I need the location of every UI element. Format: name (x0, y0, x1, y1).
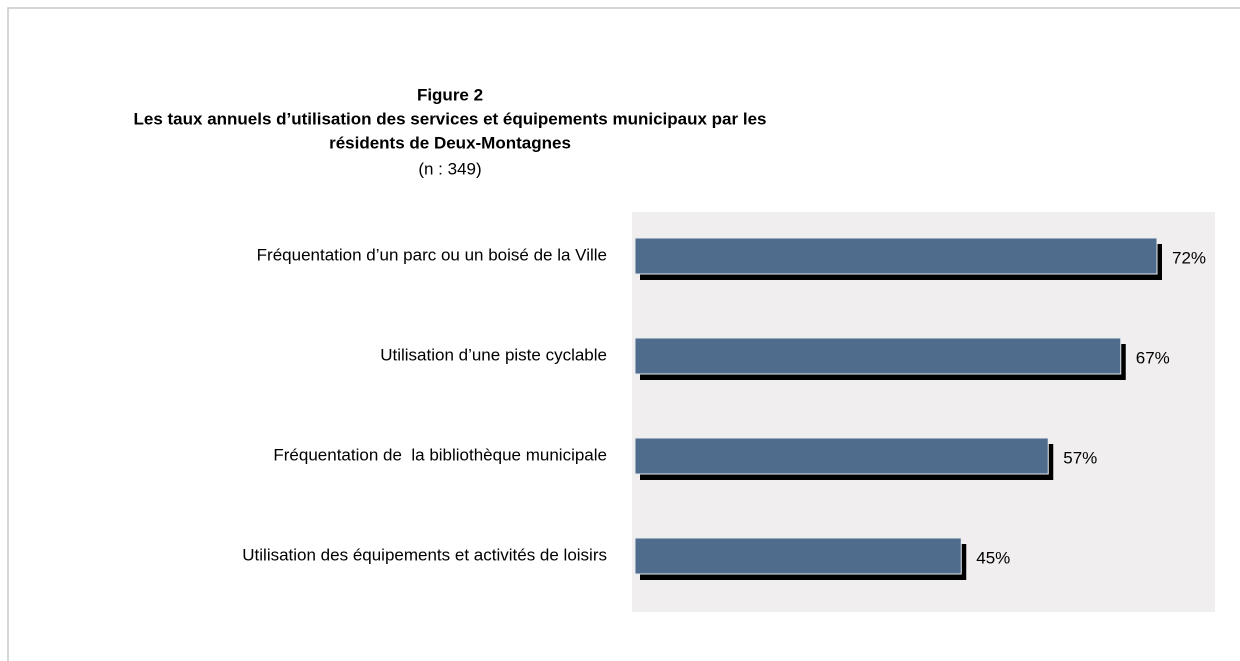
bar (634, 237, 1158, 275)
category-label: Utilisation d’une piste cyclable (380, 345, 607, 364)
bar (634, 537, 962, 575)
category-label: Utilisation des équipements et activités… (242, 545, 607, 564)
chart-title: Figure 2 (417, 85, 483, 104)
frame (7, 7, 1240, 661)
value-label: 57% (1063, 448, 1097, 467)
chart-title: résidents de Deux-Montagnes (329, 133, 571, 152)
bar (634, 337, 1122, 375)
category-label: Fréquentation de la bibliothèque municip… (273, 445, 607, 464)
value-label: 45% (976, 548, 1010, 567)
chart-subtitle: (n : 349) (418, 159, 481, 178)
category-label: Fréquentation d’un parc ou un boisé de l… (257, 245, 607, 264)
bar (634, 437, 1049, 475)
chart-title: Les taux annuels d’utilisation des servi… (134, 109, 767, 128)
value-label: 72% (1172, 248, 1206, 267)
value-label: 67% (1136, 348, 1170, 367)
